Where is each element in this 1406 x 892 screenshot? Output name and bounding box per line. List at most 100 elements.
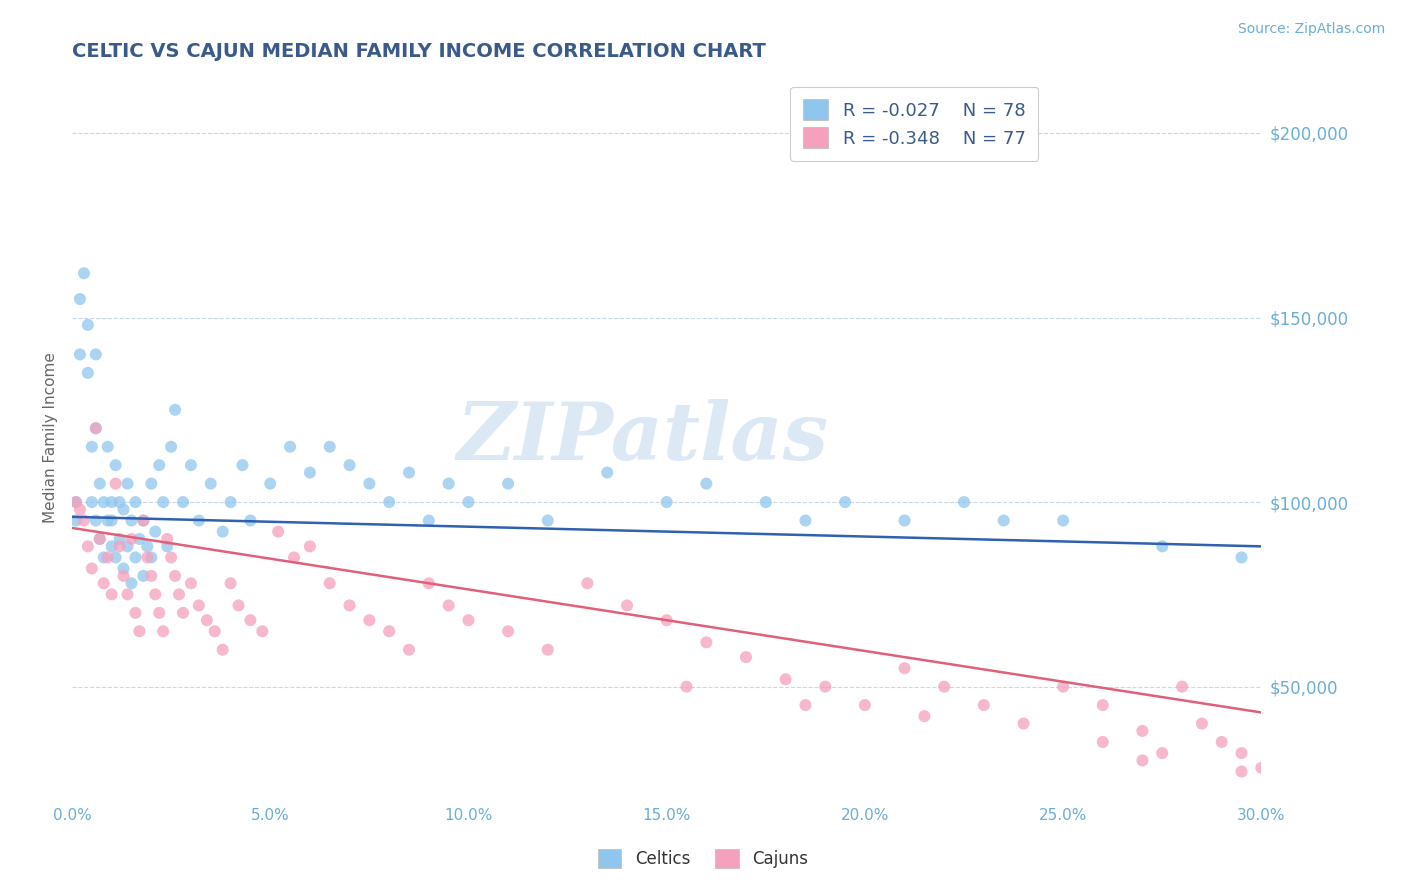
Point <box>755 495 778 509</box>
Point <box>108 540 131 554</box>
Point <box>339 599 361 613</box>
Point <box>655 495 678 509</box>
Point <box>616 599 638 613</box>
Point <box>141 569 163 583</box>
Point <box>128 532 150 546</box>
Point <box>93 576 115 591</box>
Point <box>318 576 340 591</box>
Point <box>398 466 420 480</box>
Point <box>165 569 187 583</box>
Point <box>187 514 209 528</box>
Point <box>108 532 131 546</box>
Point <box>148 458 170 472</box>
Point <box>156 540 179 554</box>
Point <box>695 635 717 649</box>
Point <box>73 266 96 280</box>
Point <box>97 550 120 565</box>
Point <box>204 624 226 639</box>
Point <box>1230 550 1253 565</box>
Point <box>93 550 115 565</box>
Point <box>318 440 340 454</box>
Point <box>953 495 976 509</box>
Point <box>84 514 107 528</box>
Point <box>65 495 87 509</box>
Point <box>128 624 150 639</box>
Point <box>141 550 163 565</box>
Point <box>80 561 103 575</box>
Point <box>69 292 91 306</box>
Point <box>93 495 115 509</box>
Point <box>219 576 242 591</box>
Point <box>121 576 143 591</box>
Point <box>359 476 381 491</box>
Point <box>100 587 122 601</box>
Point <box>89 476 111 491</box>
Point <box>278 440 301 454</box>
Point <box>160 550 183 565</box>
Text: ZIPatlas: ZIPatlas <box>457 399 830 476</box>
Point <box>211 642 233 657</box>
Point <box>893 661 915 675</box>
Point <box>378 624 401 639</box>
Point <box>537 514 560 528</box>
Point <box>180 576 202 591</box>
Point <box>1132 754 1154 768</box>
Point <box>132 569 155 583</box>
Point <box>1091 698 1114 712</box>
Point <box>65 514 87 528</box>
Point <box>80 440 103 454</box>
Point <box>104 550 127 565</box>
Point <box>112 502 135 516</box>
Point <box>165 402 187 417</box>
Point <box>84 347 107 361</box>
Point <box>1052 514 1074 528</box>
Legend: Celtics, Cajuns: Celtics, Cajuns <box>592 842 814 875</box>
Point <box>100 514 122 528</box>
Point <box>934 680 956 694</box>
Point <box>834 495 856 509</box>
Point <box>1230 764 1253 779</box>
Point <box>239 613 262 627</box>
Point <box>69 502 91 516</box>
Point <box>76 318 98 332</box>
Point <box>136 550 159 565</box>
Point <box>259 476 281 491</box>
Point <box>496 476 519 491</box>
Point <box>1052 680 1074 694</box>
Point <box>437 599 460 613</box>
Point <box>141 476 163 491</box>
Point <box>84 421 107 435</box>
Point <box>893 514 915 528</box>
Point <box>97 440 120 454</box>
Point <box>359 613 381 627</box>
Point <box>596 466 619 480</box>
Point <box>1191 716 1213 731</box>
Text: Source: ZipAtlas.com: Source: ZipAtlas.com <box>1237 22 1385 37</box>
Point <box>993 514 1015 528</box>
Point <box>152 624 174 639</box>
Point <box>143 524 166 539</box>
Point <box>117 587 139 601</box>
Point <box>1152 746 1174 760</box>
Point <box>1012 716 1035 731</box>
Point <box>437 476 460 491</box>
Point <box>973 698 995 712</box>
Point <box>172 495 194 509</box>
Point <box>1230 746 1253 760</box>
Point <box>200 476 222 491</box>
Point <box>76 366 98 380</box>
Point <box>152 495 174 509</box>
Point <box>100 495 122 509</box>
Point <box>298 466 321 480</box>
Point <box>132 514 155 528</box>
Point <box>457 495 479 509</box>
Point <box>69 347 91 361</box>
Point <box>97 514 120 528</box>
Point <box>814 680 837 694</box>
Point <box>187 599 209 613</box>
Point <box>112 569 135 583</box>
Point <box>1171 680 1194 694</box>
Point <box>132 514 155 528</box>
Point <box>117 476 139 491</box>
Point <box>84 421 107 435</box>
